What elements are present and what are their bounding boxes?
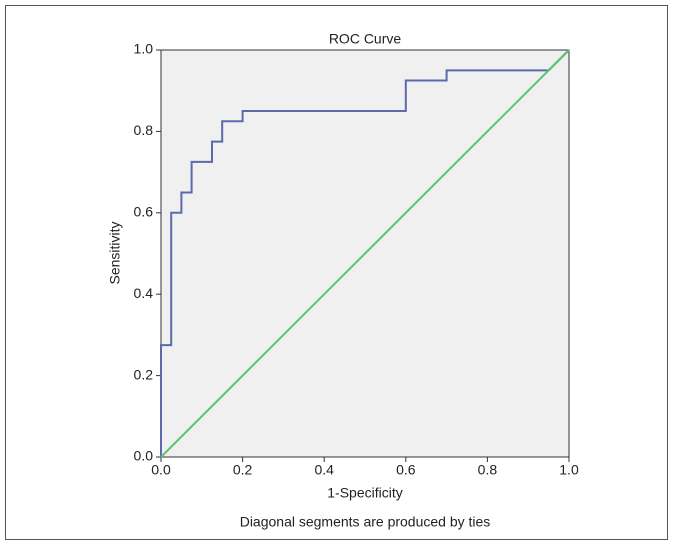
y-tick-label: 0.0: [134, 448, 154, 464]
note: Diagonal segments are produced by ties: [240, 514, 491, 530]
y-tick-label: 0.8: [134, 122, 154, 138]
chart-title: ROC Curve: [329, 31, 402, 47]
x-tick-label: 0.2: [233, 462, 253, 478]
y-tick-label: 0.6: [134, 204, 154, 220]
y-tick-label: 0.4: [134, 285, 154, 301]
y-tick-label: 1.0: [134, 41, 154, 57]
y-tick-label: 0.2: [134, 366, 154, 382]
x-axis-label: 1-Specificity: [327, 485, 402, 501]
line: [160, 49, 570, 457]
x-tick-label: 0.4: [314, 462, 334, 478]
x-tick-label: 1.0: [559, 462, 579, 478]
y-axis-label: Sensitivity: [107, 221, 123, 284]
x-tick-label: 0.6: [396, 462, 416, 478]
line: [160, 49, 570, 458]
x-tick-label: 0.0: [151, 462, 171, 478]
x-tick-label: 0.8: [478, 462, 498, 478]
